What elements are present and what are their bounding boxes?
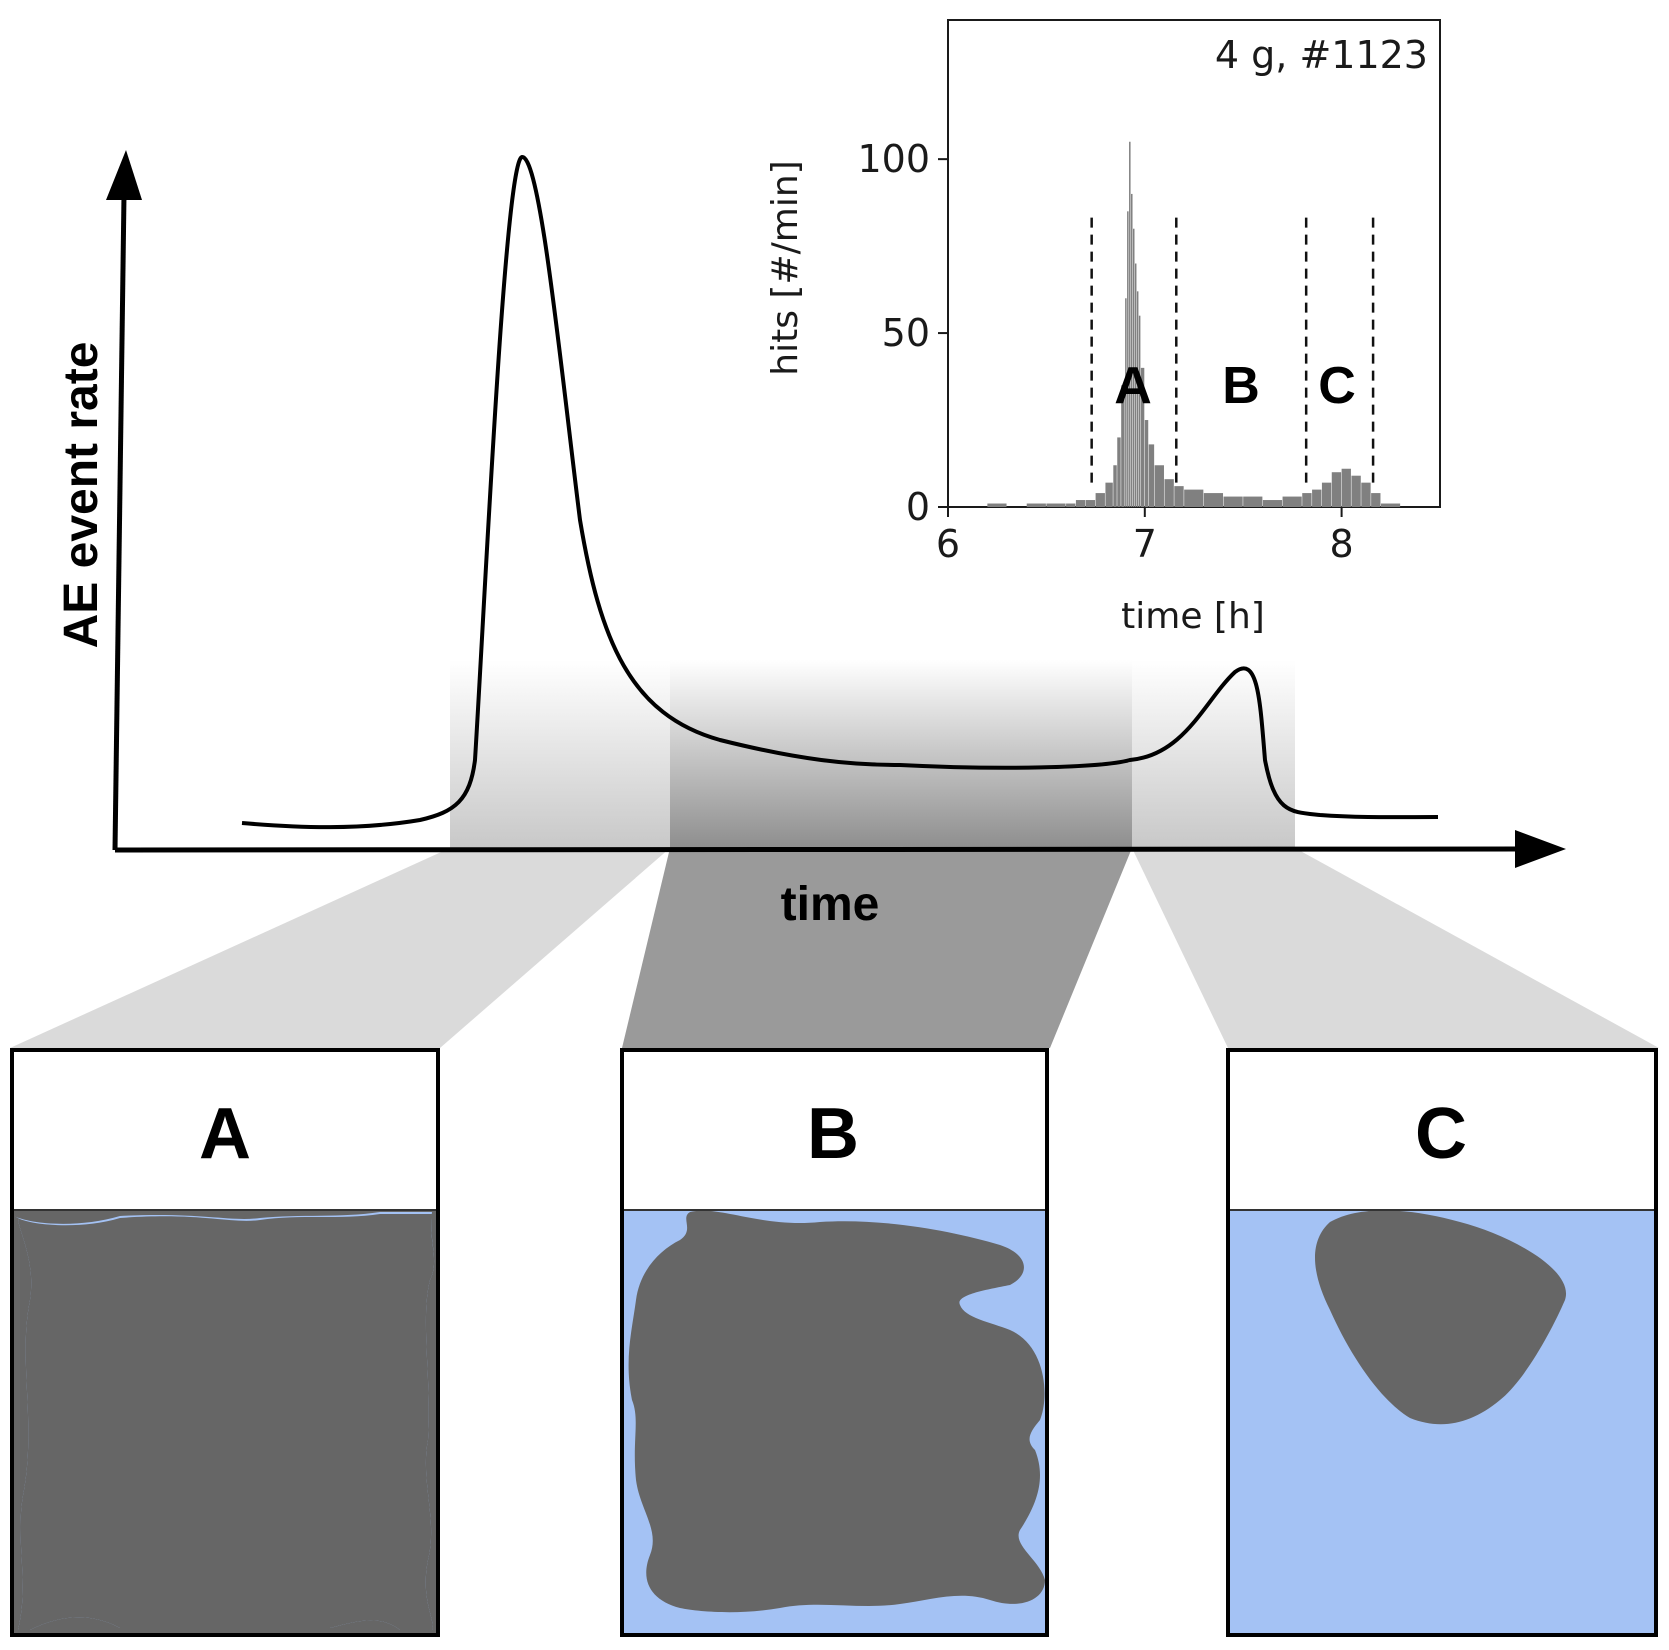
histogram-bar [987,503,1007,507]
histogram-bar [1164,479,1174,507]
histogram-bar [1127,211,1129,508]
histogram-bar [1105,482,1113,507]
panel-c-label: C [1415,1094,1467,1174]
histogram-bar [1129,141,1131,507]
panel-a-solid-body [18,1214,435,1630]
panel-c-border [1226,1048,1658,1637]
histogram-bar [1066,503,1076,507]
histogram-bar [1312,489,1322,507]
histogram-bar [1144,420,1149,507]
panel-c-solid [1315,1210,1567,1425]
panel-a-border [10,1048,440,1637]
histogram-bar [1243,496,1263,507]
panel-b-header [622,1050,1047,1210]
main-x-label: time [781,878,880,931]
histogram-bar [1138,315,1141,507]
histogram-bar [1321,482,1332,507]
inset-region-label-a: A [1114,357,1152,415]
histogram-bar [1046,503,1066,507]
histogram-bar [1380,503,1401,507]
inset-x-label: time [h] [1121,596,1265,637]
inset-bars [987,141,1401,508]
histogram-bar [1174,486,1184,507]
panel-a: A [10,1048,440,1637]
inset-region-lines [1090,211,1375,483]
histogram-bar [1113,465,1117,507]
inset-x-ticks: 6 7 8 [936,507,1354,566]
x-tick-label: 8 [1330,522,1354,566]
inset-region-label-c: C [1318,357,1356,415]
panel-c: C [1226,1048,1658,1637]
inset-frame [947,19,1441,508]
histogram-bar [1331,472,1342,507]
histogram-bar [1302,493,1312,507]
histogram-bar [1117,437,1121,507]
y-tick-label: 100 [857,137,930,181]
histogram-bar [1136,291,1139,507]
inset-y-ticks: 0 50 100 [857,137,948,529]
y-axis [112,194,127,851]
inset-chart: 6 7 8 0 50 100 4 g, #1123 hits [#/min] time … [765,19,1441,637]
band-a [450,660,670,848]
histogram-bar [1132,228,1135,507]
histogram-bar [1075,500,1086,507]
histogram-bar [1140,367,1145,507]
funnels [10,848,1659,1048]
main-axes [106,150,1566,868]
histogram-bar [1203,493,1224,507]
histogram-bar [1026,503,1046,507]
panel-a-label: A [199,1094,251,1174]
histogram-bar [1262,500,1283,507]
histogram-bar [1282,496,1302,507]
histogram-bar [1131,193,1133,507]
x-tick-label: 6 [936,522,960,566]
histogram-bar [1184,489,1204,507]
histogram-bar [1351,475,1361,507]
inset-region-label-b: B [1222,357,1260,415]
panel-b-solid [628,1210,1045,1613]
x-axis [114,846,1521,853]
inset-title: 4 g, #1123 [1215,33,1428,77]
panel-b-border [620,1048,1049,1637]
funnel-b [622,848,1132,1048]
panel-b-label: B [807,1094,859,1174]
y-tick-label: 0 [906,485,930,529]
x-axis-arrowhead [1515,830,1566,868]
x-tick-label: 7 [1133,522,1157,566]
funnel-c [1132,848,1659,1048]
histogram-bar [1223,496,1243,507]
panel-a-header [12,1050,438,1210]
histogram-bar [1134,263,1137,507]
panel-c-header [1228,1050,1656,1210]
histogram-bar [1148,444,1155,507]
panel-b: B [620,1048,1049,1637]
band-b [670,660,1132,848]
histogram-bar [1154,465,1164,507]
y-tick-label: 50 [882,311,930,355]
y-axis-arrowhead [106,150,142,200]
histogram-bar [1125,298,1127,507]
histogram-bar [1085,500,1096,507]
ae-rate-curve [241,155,1439,830]
main-y-label: AE event rate [55,342,108,649]
region-bands [450,660,1295,848]
histogram-bar [1095,493,1105,507]
inset-y-label: hits [#/min] [765,160,806,375]
histogram-bar [1121,385,1125,507]
histogram-bar [1341,468,1351,507]
histogram-bar [1371,493,1381,507]
funnel-a [10,848,670,1048]
histogram-bar [1361,482,1371,507]
band-c [1132,660,1295,848]
